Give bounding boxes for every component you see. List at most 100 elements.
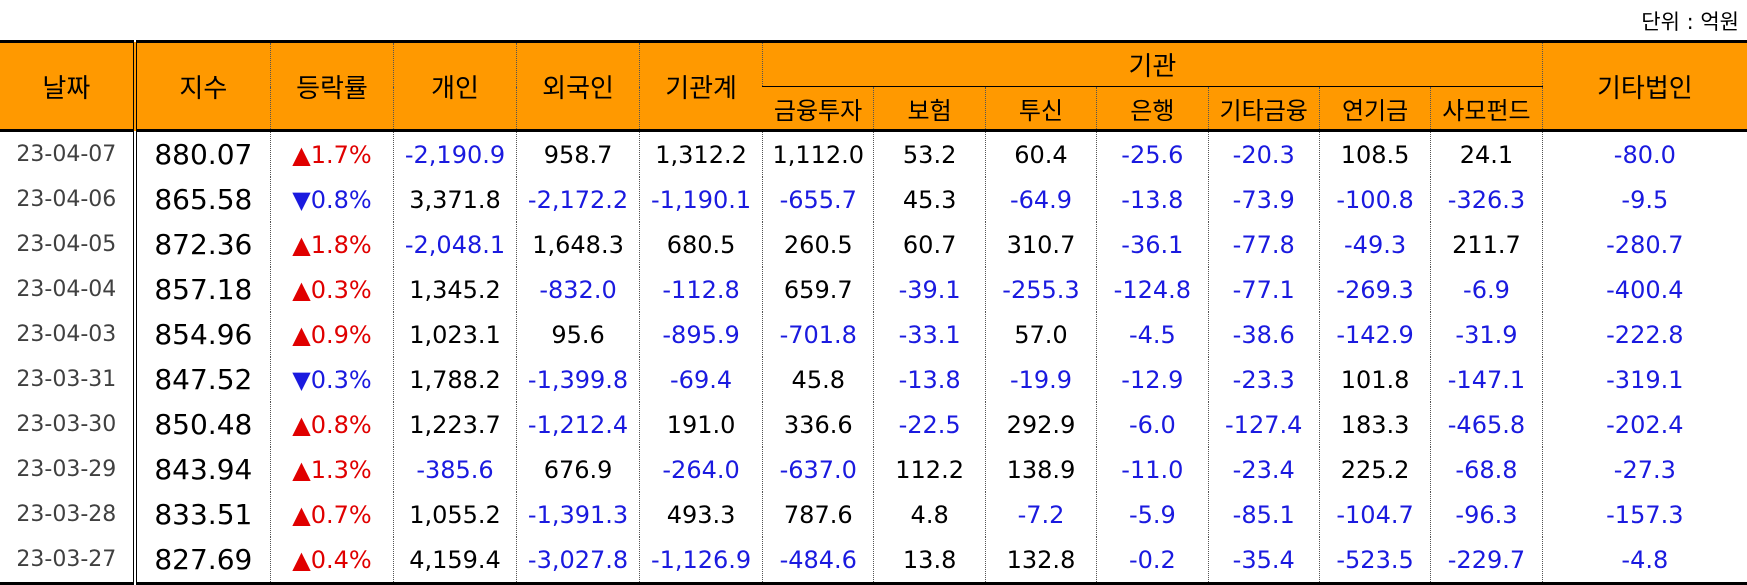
value-cell: -13.8 [873, 357, 986, 402]
table-row: 23-03-31 847.52 ▼0.3% 1,788.2 -1,399.8 -69.4 4… [0, 357, 1747, 402]
date-cell: 23-03-28 [16, 502, 117, 527]
value-cell: -202.4 [1541, 402, 1747, 447]
value-cell: 225.2 [1318, 447, 1431, 492]
triangle-up-icon: ▲ [292, 455, 311, 484]
value-cell: -0.2 [1096, 537, 1209, 585]
value-cell: 659.7 [762, 267, 874, 312]
date-cell: 23-03-27 [0, 537, 135, 585]
table-row: 23-04-06 865.58 ▼0.8% 3,371.8 -2,172.2 -1,190… [0, 177, 1747, 222]
triangle-up-icon: ▲ [292, 545, 311, 574]
value-cell: -222.8 [1541, 312, 1747, 357]
header-sub-1: 보험 [873, 86, 986, 132]
value-cell: 310.7 [984, 222, 1097, 267]
value-cell: -280.7 [1541, 222, 1747, 267]
date-cell: 23-04-03 [16, 322, 117, 347]
header-individual: 개인 [392, 40, 517, 132]
change-cell: ▲1.3% [269, 447, 394, 492]
index-cell: 843.94 [132, 447, 271, 492]
value-cell: 4,159.4 [392, 537, 517, 585]
value-cell: -895.9 [639, 312, 763, 357]
value-cell: -319.1 [1541, 357, 1747, 402]
value-cell: -100.8 [1318, 177, 1431, 222]
table-row: 23-04-07 880.07 ▲1.7% -2,190.9 958.7 1,312.2 1… [0, 130, 1747, 177]
index-cell: 827.69 [132, 537, 271, 585]
value-cell: -36.1 [1096, 222, 1209, 267]
value-cell: -4.8 [1541, 537, 1747, 585]
unit-label: 단위 : 억원 [1641, 10, 1739, 34]
value-cell: 108.5 [1318, 130, 1431, 177]
value-cell: -637.0 [762, 447, 874, 492]
table-row: 23-03-29 843.94 ▲1.3% -385.6 676.9 -264.0 -637… [0, 447, 1747, 492]
value-cell: 292.9 [984, 402, 1097, 447]
value-cell: -23.4 [1207, 447, 1320, 492]
change-cell: ▲1.8% [269, 222, 394, 267]
value-cell: -127.4 [1207, 402, 1320, 447]
value-cell: -96.3 [1430, 492, 1543, 537]
triangle-down-icon: ▼ [292, 365, 311, 394]
value-cell: 183.3 [1318, 402, 1431, 447]
value-cell: -35.4 [1207, 537, 1320, 585]
triangle-up-icon: ▲ [292, 230, 311, 259]
change-value: 0.3% [310, 275, 372, 304]
value-cell: -22.5 [873, 402, 986, 447]
value-cell: -2,190.9 [392, 130, 517, 177]
value-cell: 53.2 [873, 130, 986, 177]
value-cell: -1,399.8 [516, 357, 640, 402]
value-cell: 57.0 [984, 312, 1097, 357]
investor-flow-table: 날짜 지수 등락률 개인 외국인 기관계 기관 기타법인 금융투자 보험 투신 은행 기… [0, 40, 1747, 585]
change-cell: ▼0.3% [269, 357, 394, 402]
index-cell: 865.58 [132, 177, 271, 222]
change-cell: ▲1.7% [269, 130, 394, 177]
triangle-up-icon: ▲ [292, 140, 311, 169]
change-cell: ▲0.7% [269, 492, 394, 537]
value-cell: -27.3 [1541, 447, 1747, 492]
value-cell: -77.8 [1207, 222, 1320, 267]
triangle-up-icon: ▲ [292, 320, 311, 349]
value-cell: -19.9 [984, 357, 1097, 402]
value-cell: -5.9 [1096, 492, 1209, 537]
date-cell: 23-03-29 [16, 457, 117, 482]
header-institution-total: 기관계 [639, 40, 763, 132]
value-cell: 13.8 [873, 537, 986, 585]
value-cell: 4.8 [873, 492, 986, 537]
value-cell: 1,023.1 [392, 312, 517, 357]
value-cell: -25.6 [1096, 130, 1209, 177]
table-row: 23-04-05 872.36 ▲1.8% -2,048.1 1,648.3 680.5 2… [0, 222, 1747, 267]
value-cell: -147.1 [1430, 357, 1543, 402]
header-sub-5: 연기금 [1318, 86, 1431, 132]
value-cell: -77.1 [1207, 267, 1320, 312]
date-cell: 23-04-06 [16, 187, 117, 212]
value-cell: -400.4 [1541, 267, 1747, 312]
header-date: 날짜 [0, 40, 135, 132]
table-row: 23-03-30 850.48 ▲0.8% 1,223.7 -1,212.4 191.0 3… [0, 402, 1747, 447]
header-change: 등락률 [269, 40, 394, 132]
date-cell: 23-04-04 [16, 277, 117, 302]
value-cell: -655.7 [762, 177, 874, 222]
value-cell: 336.6 [762, 402, 874, 447]
value-cell: -69.4 [639, 357, 763, 402]
change-cell: ▲0.9% [269, 312, 394, 357]
value-cell: 1,223.7 [392, 402, 517, 447]
date-cell: 23-03-30 [16, 412, 117, 437]
value-cell: -80.0 [1541, 130, 1747, 177]
value-cell: 1,312.2 [639, 130, 763, 177]
triangle-up-icon: ▲ [292, 410, 311, 439]
value-cell: -11.0 [1096, 447, 1209, 492]
value-cell: 1,648.3 [516, 222, 640, 267]
change-value: 1.3% [310, 455, 372, 484]
change-value: 0.8% [310, 185, 372, 214]
index-cell: 833.51 [132, 492, 271, 537]
value-cell: -13.8 [1096, 177, 1209, 222]
change-cell: ▲0.8% [269, 402, 394, 447]
value-cell: -104.7 [1318, 492, 1431, 537]
value-cell: -12.9 [1096, 357, 1209, 402]
value-cell: 1,788.2 [392, 357, 517, 402]
value-cell: -7.2 [984, 492, 1097, 537]
value-cell: -9.5 [1541, 177, 1747, 222]
value-cell: -68.8 [1430, 447, 1543, 492]
value-cell: -326.3 [1430, 177, 1543, 222]
value-cell: 60.7 [873, 222, 986, 267]
triangle-up-icon: ▲ [292, 275, 311, 304]
change-value: 0.7% [310, 500, 372, 529]
value-cell: -1,391.3 [516, 492, 640, 537]
